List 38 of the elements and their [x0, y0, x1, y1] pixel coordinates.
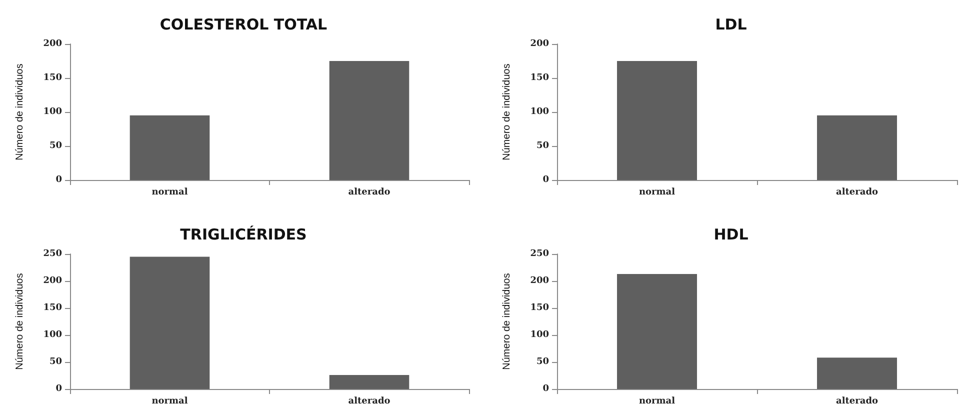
y-tick-label: 200 — [530, 39, 549, 49]
y-tick-label: 200 — [43, 39, 62, 49]
y-tick-label: 50 — [49, 357, 62, 367]
y-axis-title: Número de individuos — [502, 64, 512, 160]
y-tick-label: 150 — [43, 73, 62, 83]
x-tick-label: normal — [152, 396, 188, 406]
x-tick-label: alterado — [836, 188, 878, 198]
y-tick-label: 100 — [43, 107, 62, 117]
y-tick-label: 200 — [43, 276, 62, 286]
y-tick-label: 50 — [49, 141, 62, 151]
y-axis-title: Número de individuos — [502, 273, 512, 370]
y-tick-label: 150 — [43, 303, 62, 313]
x-tick-label: normal — [638, 188, 676, 198]
y-tick-label: 0 — [56, 175, 62, 185]
chart-title: HDL — [714, 226, 749, 244]
chart-title: TRIGLICÉRIDES — [180, 226, 307, 244]
y-tick-label: 250 — [530, 249, 549, 259]
y-tick-label: 250 — [43, 249, 62, 259]
x-tick-label: alterado — [836, 396, 878, 406]
y-tick-label: 0 — [542, 175, 549, 185]
y-tick-label: 0 — [542, 384, 549, 394]
y-tick-label: 100 — [43, 330, 62, 340]
y-tick-label: 50 — [536, 141, 549, 151]
y-axis-title: Número de individuos — [14, 273, 26, 370]
y-tick-label: 100 — [530, 330, 549, 340]
chart-title: LDL — [715, 16, 748, 34]
x-tick-label: normal — [638, 396, 676, 406]
y-tick-label: 150 — [530, 73, 549, 83]
y-tick-label: 200 — [530, 276, 549, 286]
x-tick-label: alterado — [348, 396, 390, 406]
x-tick-label: normal — [152, 188, 188, 198]
y-tick-label: 0 — [56, 384, 62, 394]
y-axis-title: Número de individuos — [14, 64, 26, 160]
y-tick-label: 50 — [536, 357, 549, 367]
y-tick-label: 150 — [530, 303, 549, 313]
x-tick-label: alterado — [348, 188, 390, 198]
chart-title: COLESTEROL TOTAL — [160, 16, 328, 34]
y-tick-label: 100 — [530, 107, 549, 117]
